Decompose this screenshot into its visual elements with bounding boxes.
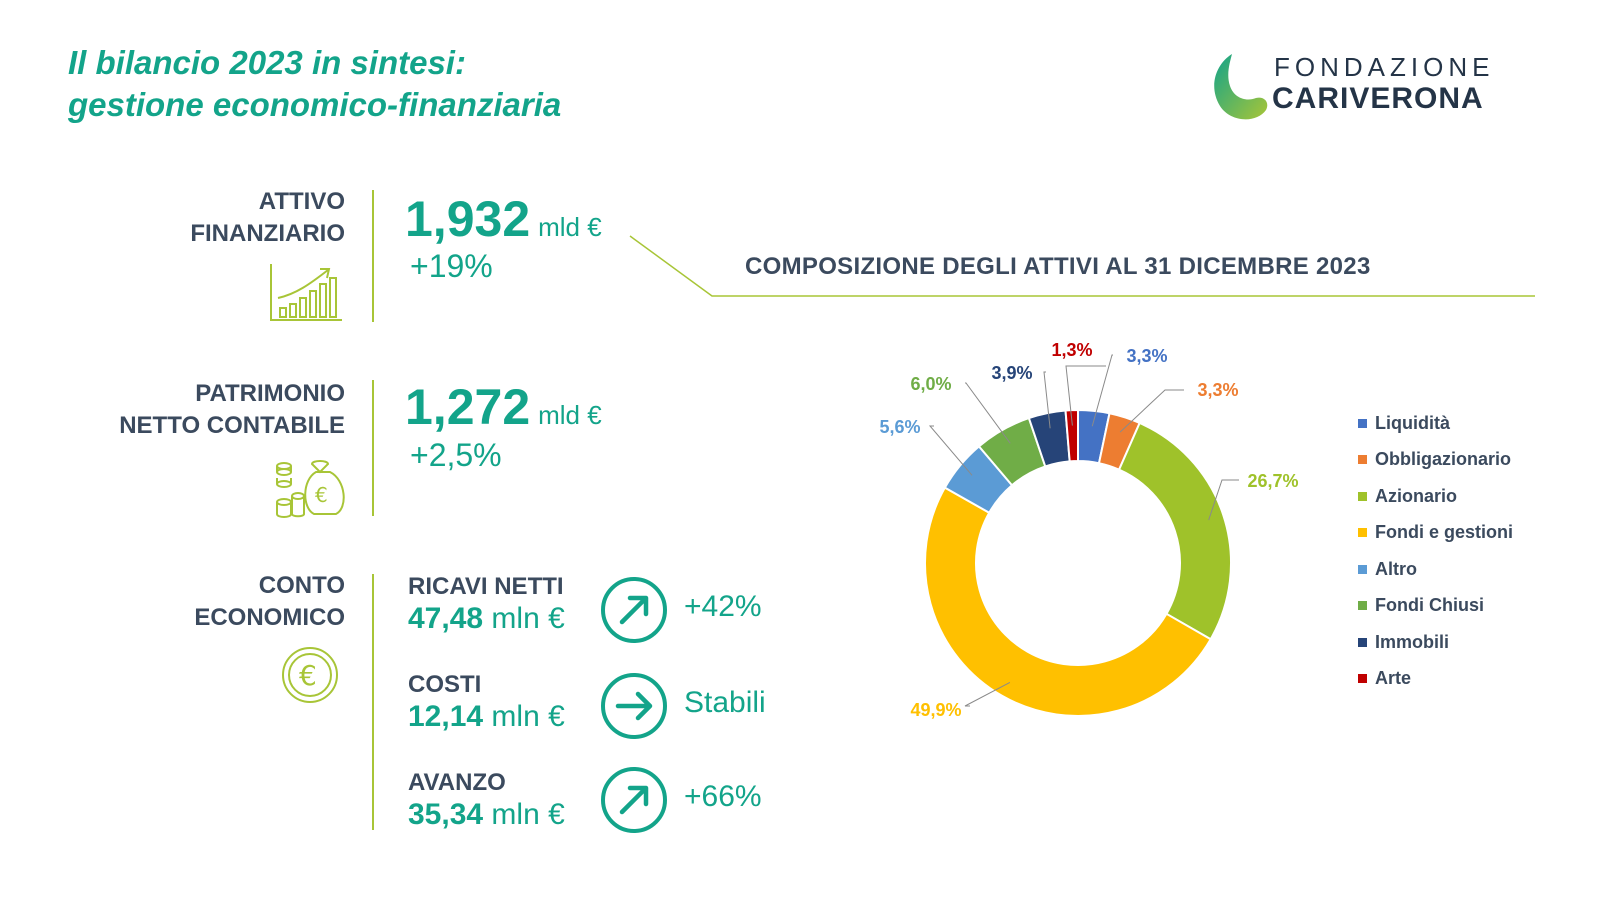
patrimonio-value: 1,272 mld € bbox=[405, 378, 602, 436]
euro-coin-icon: € bbox=[282, 647, 338, 703]
donut-slice-arte bbox=[1064, 408, 1079, 463]
patrimonio-label-line-2: NETTO CONTABILE bbox=[119, 412, 345, 439]
attivo-label-line-1: ATTIVO bbox=[258, 188, 345, 215]
legend-label: Altro bbox=[1375, 558, 1417, 579]
page-title-line-1: Il bilancio 2023 in sintesi: bbox=[68, 44, 466, 81]
legend-item-fondi-chiusi: Fondi Chiusi bbox=[1358, 588, 1513, 625]
legend-item-altro: Altro bbox=[1358, 551, 1513, 588]
legend-swatch bbox=[1358, 674, 1367, 684]
patrimonio-change: +2,5% bbox=[410, 437, 502, 473]
data-label-liquidita: 3,3% bbox=[1126, 346, 1167, 366]
attivo-label: ATTIVO FINANZIARIO bbox=[190, 186, 345, 250]
leader-line-fondi-chiusi bbox=[965, 382, 1011, 444]
legend-item-obbligazionario: Obbligazionario bbox=[1358, 442, 1513, 479]
data-label-immobili: 3,9% bbox=[991, 363, 1032, 383]
ricavi-value: 47,48 mln € bbox=[408, 602, 565, 636]
legend-item-arte: Arte bbox=[1358, 661, 1513, 698]
patrimonio-unit: mld € bbox=[538, 400, 602, 430]
chart-legend: Liquidità Obbligazionario Azionario Fondi e… bbox=[1358, 405, 1513, 697]
legend-label: Arte bbox=[1375, 668, 1412, 689]
arrow-up-right-icon bbox=[601, 577, 667, 643]
legend-item-fondi-e-gestioni: Fondi e gestioni bbox=[1358, 515, 1513, 552]
donut-slice-azionario bbox=[1117, 421, 1232, 641]
leader-line-obbligazionario bbox=[1119, 389, 1184, 433]
legend-label: Fondi Chiusi bbox=[1375, 595, 1484, 616]
data-label-fondi-chiusi: 6,0% bbox=[910, 374, 951, 394]
logo-text-top: FONDAZIONE bbox=[1274, 52, 1495, 82]
legend-swatch bbox=[1358, 564, 1367, 574]
legend-swatch bbox=[1358, 528, 1367, 538]
patrimonio-divider bbox=[372, 380, 374, 516]
attivo-value: 1,932 mld € bbox=[405, 190, 602, 248]
patrimonio-amount: 1,272 bbox=[405, 379, 531, 435]
leader-line-azionario bbox=[1208, 479, 1239, 521]
data-label-altro: 5,6% bbox=[879, 417, 920, 437]
arrow-right-icon bbox=[601, 673, 667, 739]
avanzo-label: AVANZO bbox=[408, 769, 506, 796]
legend-swatch bbox=[1358, 637, 1367, 647]
avanzo-value: 35,34 mln € bbox=[408, 798, 565, 832]
ricavi-label: RICAVI NETTI bbox=[408, 573, 564, 600]
leader-line-liquidita bbox=[1091, 354, 1113, 427]
attivo-change: +19% bbox=[410, 248, 493, 284]
legend-swatch bbox=[1358, 418, 1367, 428]
legend-label: Obbligazionario bbox=[1375, 449, 1512, 470]
legend-label: Liquidità bbox=[1375, 412, 1450, 433]
logo-text-bottom: CARIVERONA bbox=[1272, 82, 1484, 115]
leader-line-immobili bbox=[1043, 371, 1051, 429]
avanzo-trend: +66% bbox=[684, 780, 762, 813]
legend-label: Fondi e gestioni bbox=[1375, 522, 1513, 543]
legend-swatch bbox=[1358, 455, 1367, 465]
data-label-arte: 1,3% bbox=[1051, 340, 1092, 360]
conto-divider bbox=[372, 574, 374, 830]
data-label-obbligazionario: 3,3% bbox=[1197, 380, 1238, 400]
donut-slice-fondi-e-gestioni bbox=[924, 486, 1213, 717]
logo: FONDAZIONE CARIVERONA bbox=[1210, 52, 1540, 124]
money-bag-icon: € bbox=[276, 460, 345, 518]
ricavi-unit: mln € bbox=[491, 602, 565, 635]
patrimonio-label: PATRIMONIO NETTO CONTABILE bbox=[119, 378, 345, 442]
page-title: Il bilancio 2023 in sintesi: gestione ec… bbox=[68, 42, 561, 126]
conto-label-line-1: CONTO bbox=[258, 572, 345, 599]
legend-item-immobili: Immobili bbox=[1358, 624, 1513, 661]
attivo-divider bbox=[372, 190, 374, 322]
leader-line-altro bbox=[928, 425, 973, 476]
svg-text:€: € bbox=[315, 483, 328, 507]
conto-label: CONTO ECONOMICO bbox=[194, 570, 345, 634]
patrimonio-label-line-1: PATRIMONIO bbox=[195, 380, 345, 407]
legend-swatch bbox=[1358, 491, 1367, 501]
page-title-line-2: gestione economico-finanziaria bbox=[68, 86, 562, 123]
data-label-azionario: 26,7% bbox=[1247, 471, 1298, 491]
leader-line-arte bbox=[1065, 365, 1106, 426]
costi-trend: Stabili bbox=[684, 686, 766, 719]
chart-title: COMPOSIZIONE DEGLI ATTIVI AL 31 DICEMBRE… bbox=[745, 253, 1371, 280]
ricavi-amount: 47,48 bbox=[408, 602, 484, 635]
avanzo-amount: 35,34 bbox=[408, 798, 484, 831]
costi-label: COSTI bbox=[408, 671, 482, 698]
legend-swatch bbox=[1358, 601, 1367, 611]
leader-line-fondi-e-gestioni bbox=[964, 681, 1011, 707]
svg-text:€: € bbox=[299, 659, 317, 692]
attivo-unit: mld € bbox=[538, 212, 602, 242]
legend-item-azionario: Azionario bbox=[1358, 478, 1513, 515]
ricavi-trend: +42% bbox=[684, 590, 762, 623]
costi-value: 12,14 mln € bbox=[408, 700, 565, 734]
costi-unit: mln € bbox=[491, 700, 565, 733]
legend-item-liquidita: Liquidità bbox=[1358, 405, 1513, 442]
legend-label: Immobili bbox=[1375, 631, 1450, 652]
legend-label: Azionario bbox=[1375, 485, 1458, 506]
growth-chart-icon bbox=[270, 264, 342, 321]
conto-label-line-2: ECONOMICO bbox=[194, 604, 345, 631]
logo-drop-icon bbox=[1214, 54, 1268, 120]
attivo-label-line-2: FINANZIARIO bbox=[190, 220, 345, 247]
arrow-up-right-icon bbox=[601, 767, 667, 833]
avanzo-unit: mln € bbox=[491, 798, 565, 831]
costi-amount: 12,14 bbox=[408, 700, 484, 733]
attivo-amount: 1,932 bbox=[405, 191, 531, 247]
data-label-fondi-e-gestioni: 49,9% bbox=[910, 700, 961, 720]
